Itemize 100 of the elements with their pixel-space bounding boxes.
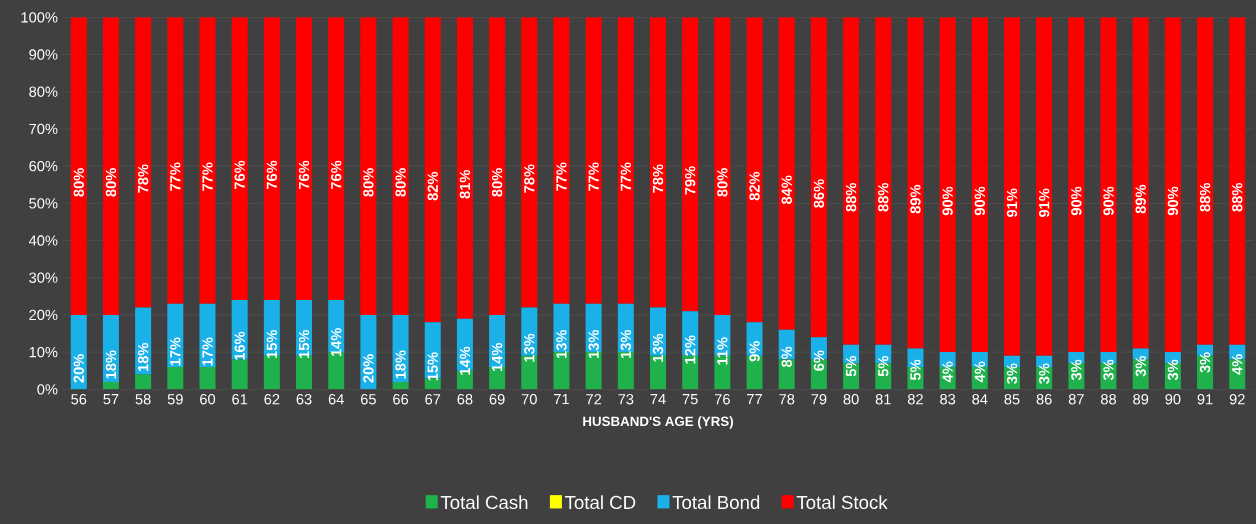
bar — [682, 17, 699, 312]
x-tick-label: 62 — [264, 394, 280, 405]
bar — [328, 17, 345, 301]
data-label: 3% — [1199, 352, 1211, 373]
bar — [521, 17, 538, 308]
data-label: 81% — [459, 169, 471, 199]
x-tick-label: 90 — [1165, 394, 1181, 405]
data-label: 15% — [298, 329, 310, 358]
data-label: 90% — [942, 186, 953, 216]
data-label: 88% — [845, 183, 857, 212]
data-label: 8% — [781, 346, 792, 368]
x-tick-label: 69 — [489, 394, 505, 405]
data-label: 14% — [331, 328, 342, 357]
data-label: 86% — [813, 179, 825, 208]
x-tick-label: 83 — [940, 394, 956, 405]
data-label: 77% — [556, 162, 567, 191]
data-label: 89% — [1135, 184, 1146, 214]
data-label: 78% — [652, 164, 664, 193]
x-tick-label: 72 — [586, 394, 602, 405]
data-label: 76% — [234, 160, 245, 190]
data-label: 11% — [717, 337, 728, 365]
bar — [135, 17, 152, 308]
x-tick-label: 91 — [1197, 394, 1213, 405]
data-label: 17% — [170, 337, 181, 366]
data-label: 90% — [1103, 186, 1114, 216]
data-label: 14% — [491, 342, 503, 371]
bar — [714, 17, 731, 315]
data-label: 20% — [73, 354, 84, 383]
data-label: 90% — [1167, 186, 1179, 216]
data-label: 88% — [1199, 183, 1211, 212]
bar — [424, 17, 441, 323]
bar — [392, 381, 409, 390]
bar — [778, 17, 795, 330]
data-label: 80% — [105, 168, 117, 197]
data-label: 16% — [234, 331, 245, 360]
x-tick-label: 56 — [71, 394, 87, 405]
bar — [1100, 17, 1117, 353]
bar — [650, 17, 667, 308]
data-label: 80% — [73, 168, 84, 197]
data-label: 88% — [1232, 183, 1243, 212]
bar — [1036, 17, 1053, 356]
data-label: 13% — [620, 329, 632, 358]
x-tick-label: 76 — [714, 394, 730, 405]
data-label: 4% — [1232, 354, 1243, 375]
legend-label: Total CD — [564, 495, 636, 510]
data-label: 78% — [137, 164, 149, 193]
x-tick-label: 58 — [135, 394, 151, 405]
bar — [70, 17, 87, 315]
bar — [102, 381, 119, 390]
bar — [971, 17, 988, 353]
x-tick-label: 63 — [296, 394, 312, 405]
data-label: 3% — [1071, 359, 1082, 381]
x-tick-label: 77 — [747, 394, 762, 405]
x-tick-label: 88 — [1100, 394, 1117, 405]
bar — [1068, 17, 1085, 353]
bar — [1197, 17, 1214, 345]
y-tick-label: 30% — [29, 272, 58, 283]
x-tick-label: 85 — [1004, 394, 1020, 405]
x-tick-label: 65 — [360, 394, 376, 405]
y-tick-label: 70% — [29, 123, 58, 135]
bar — [135, 374, 152, 390]
bar — [585, 17, 602, 304]
data-label: 6% — [813, 350, 825, 371]
data-label: 13% — [652, 333, 664, 362]
data-label: 88% — [878, 183, 889, 212]
data-label: 89% — [910, 184, 921, 214]
legend-label: Total Cash — [440, 495, 528, 510]
bar — [939, 17, 956, 353]
bar — [810, 17, 827, 338]
y-tick-label: 10% — [29, 346, 58, 358]
data-label: 15% — [266, 329, 278, 358]
x-tick-label: 70 — [521, 394, 537, 405]
x-tick-label: 59 — [167, 394, 183, 405]
bar — [746, 17, 763, 323]
data-label: 90% — [1071, 186, 1082, 216]
data-label: 80% — [395, 168, 406, 197]
legend-label: Total Stock — [796, 495, 888, 510]
y-tick-label: 50% — [29, 198, 58, 209]
data-label: 91% — [1006, 188, 1018, 218]
x-tick-label: 92 — [1229, 394, 1245, 405]
x-tick-label: 84 — [972, 394, 988, 405]
data-label: 3% — [1103, 359, 1114, 381]
data-label: 3% — [1038, 363, 1050, 384]
bar — [489, 17, 506, 315]
data-label: 76% — [266, 160, 278, 190]
data-label: 5% — [878, 355, 889, 377]
data-label: 3% — [1135, 355, 1146, 377]
bar — [553, 17, 570, 304]
data-label: 90% — [974, 186, 985, 216]
data-label: 80% — [491, 168, 503, 197]
bar — [199, 367, 216, 390]
data-label: 76% — [298, 160, 310, 190]
x-tick-label: 66 — [393, 394, 409, 405]
data-label: 18% — [395, 350, 406, 379]
x-tick-label: 75 — [682, 394, 698, 405]
data-label: 76% — [331, 160, 342, 190]
bar — [617, 17, 634, 304]
data-label: 91% — [1038, 188, 1050, 218]
data-label: 77% — [170, 162, 181, 191]
y-tick-label: 100% — [21, 12, 58, 23]
